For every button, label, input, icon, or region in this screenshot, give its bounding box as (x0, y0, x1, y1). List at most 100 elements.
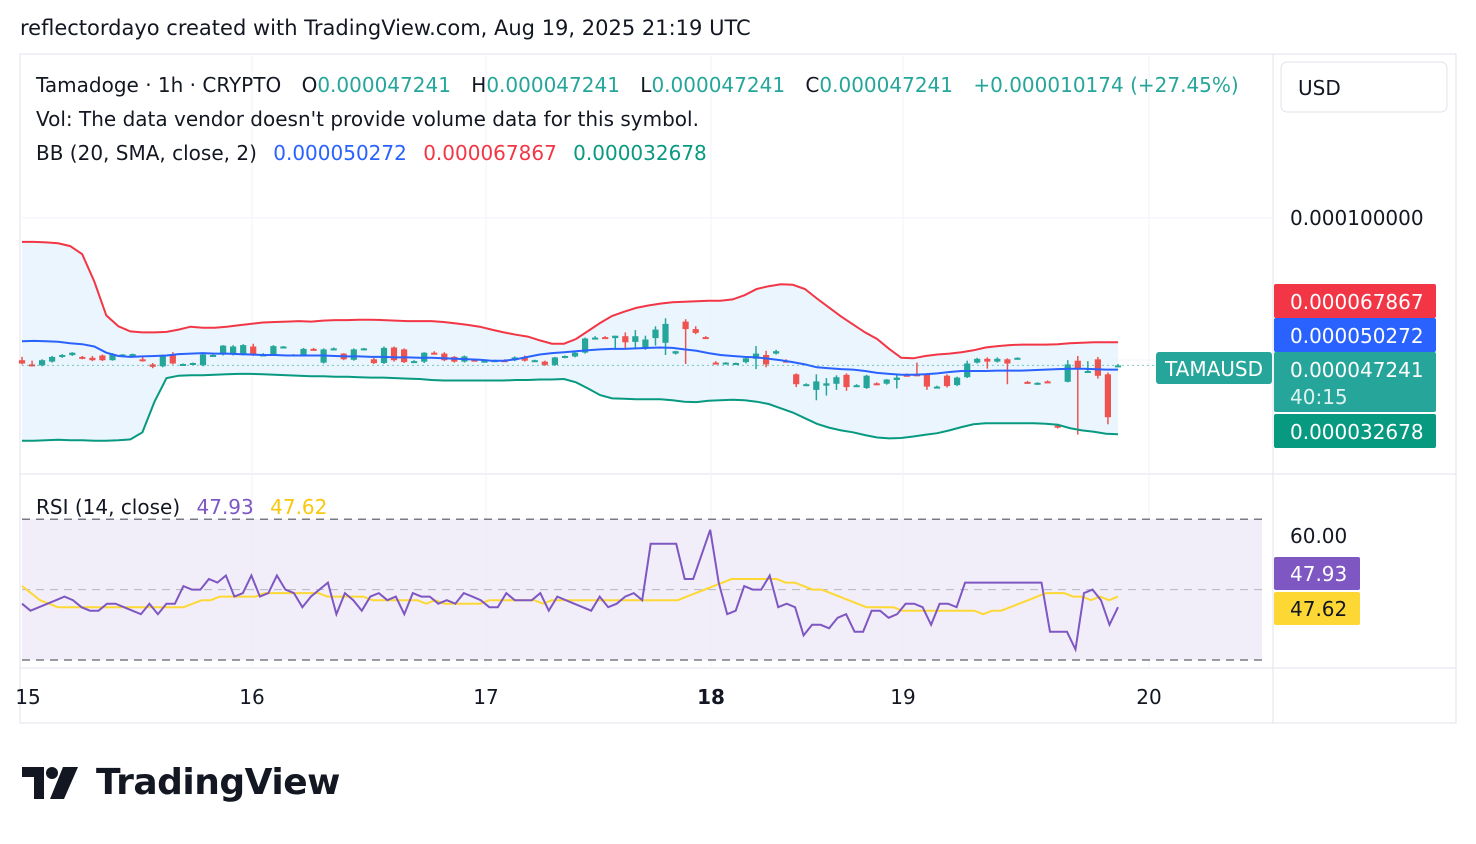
tradingview-logo-wordmark: TradingView (96, 762, 340, 803)
candle-3 (49, 355, 56, 363)
candle-body-37 (390, 347, 398, 361)
legend-rsi-ma-value: 47.62 (270, 495, 327, 519)
attribution-header: reflectordayo created with TradingView.c… (20, 16, 751, 40)
candle-6 (79, 355, 86, 360)
rsi-pane (21, 518, 1262, 661)
legend-row-bb: BB (20, SMA, close, 2) 0.000050272 0.000… (36, 141, 707, 165)
candle-body-59 (612, 335, 619, 339)
candle-body-42 (441, 353, 448, 361)
legend-bb-basis: 0.000050272 (273, 141, 407, 165)
candle-8 (99, 354, 106, 362)
legend-symbol: Tamadoge · 1h · CRYPTO (35, 73, 281, 97)
candle-body-46 (481, 360, 488, 363)
candle-body-73 (752, 353, 760, 359)
candle-77 (793, 373, 800, 388)
lower-band-tag-text: 0.000032678 (1290, 420, 1424, 444)
lower-band-tag (1274, 414, 1436, 448)
candle-78 (803, 383, 810, 387)
candle-87 (893, 374, 900, 389)
candle-17 (189, 362, 196, 365)
legend-l-value: 0.000047241 (651, 73, 785, 97)
candle-body-5 (69, 352, 76, 356)
candle-body-18 (199, 354, 207, 366)
currency-button[interactable] (1280, 61, 1448, 113)
candle-body-45 (471, 359, 478, 362)
candle-body-7 (89, 357, 96, 361)
candle-108 (1104, 372, 1111, 425)
basis-tag-text: 0.000050272 (1290, 324, 1424, 348)
candle-18 (199, 353, 207, 367)
bb-fill-area (22, 241, 1118, 441)
legend-row-ohlc: Tamadoge · 1h · CRYPTO O0.000047241 H0.0… (35, 73, 1239, 97)
candle-body-69 (712, 362, 719, 365)
candle-body-34 (360, 348, 367, 351)
candle-53 (551, 356, 558, 366)
candle-body-107 (1094, 359, 1101, 376)
candle-body-0 (18, 360, 26, 364)
candle-body-109 (1114, 365, 1122, 368)
candle-body-63 (652, 329, 659, 339)
candle-106 (1084, 361, 1091, 373)
candle-body-62 (642, 339, 649, 349)
symbol-tag (1156, 352, 1272, 384)
tradingview-logo[interactable]: TradingView (22, 762, 340, 803)
candle-body-56 (582, 338, 589, 353)
candle-body-39 (411, 361, 418, 364)
candle-83 (853, 384, 860, 388)
candle-95 (974, 357, 981, 364)
candle-36 (380, 346, 388, 364)
candle-body-68 (702, 337, 709, 340)
candle-body-74 (763, 355, 770, 365)
candle-body-19 (209, 355, 217, 357)
candle-35 (370, 357, 377, 364)
legend-row-rsi: RSI (14, close) 47.93 47.62 (36, 495, 327, 519)
candle-37 (390, 346, 398, 362)
candle-body-23 (250, 346, 257, 355)
rsi-tick: 60.00 (1290, 524, 1347, 548)
candle-body-20 (220, 345, 227, 355)
candle-28 (300, 347, 307, 356)
candle-body-55 (571, 352, 579, 357)
candle-body-53 (551, 357, 558, 365)
candle-body-65 (672, 351, 679, 354)
candle-51 (531, 359, 538, 363)
candle-body-75 (773, 351, 780, 354)
candle-body-9 (109, 354, 116, 361)
legend-c-label: C (805, 73, 819, 97)
candle-body-36 (380, 347, 388, 363)
rsi-tag (1274, 557, 1360, 590)
candle-body-98 (1004, 359, 1011, 364)
candle-38 (401, 348, 408, 364)
candle-body-90 (923, 374, 930, 387)
candle-79 (813, 374, 820, 401)
candle-body-70 (722, 362, 729, 365)
candle-65 (672, 350, 679, 355)
legend-h-value: 0.000047241 (486, 73, 620, 97)
candle-body-2 (39, 360, 46, 366)
candle-body-61 (632, 336, 639, 342)
candle-body-82 (843, 374, 850, 388)
time-label-17: 17 (473, 685, 498, 709)
candle-82 (843, 373, 850, 391)
candle-body-105 (1074, 360, 1081, 369)
candle-67 (692, 326, 699, 335)
candle-body-51 (531, 360, 538, 363)
candle-42 (441, 352, 448, 362)
candle-body-104 (1064, 364, 1071, 382)
candle-body-17 (189, 363, 196, 365)
legend-bb-lower: 0.000032678 (573, 141, 707, 165)
candle-86 (883, 379, 890, 385)
candle-body-102 (1044, 381, 1051, 384)
candle-64 (662, 318, 669, 356)
rsi-ma-tag-text: 47.62 (1290, 597, 1347, 621)
candle-body-72 (742, 358, 749, 363)
candle-61 (632, 330, 639, 349)
time-label-15: 15 (15, 685, 40, 709)
candle-body-83 (853, 385, 860, 388)
candle-90 (923, 373, 930, 390)
candle-body-57 (592, 337, 599, 340)
candle-body-84 (863, 375, 870, 388)
candle-97 (994, 357, 1001, 363)
bollinger-band-fill (22, 241, 1118, 441)
